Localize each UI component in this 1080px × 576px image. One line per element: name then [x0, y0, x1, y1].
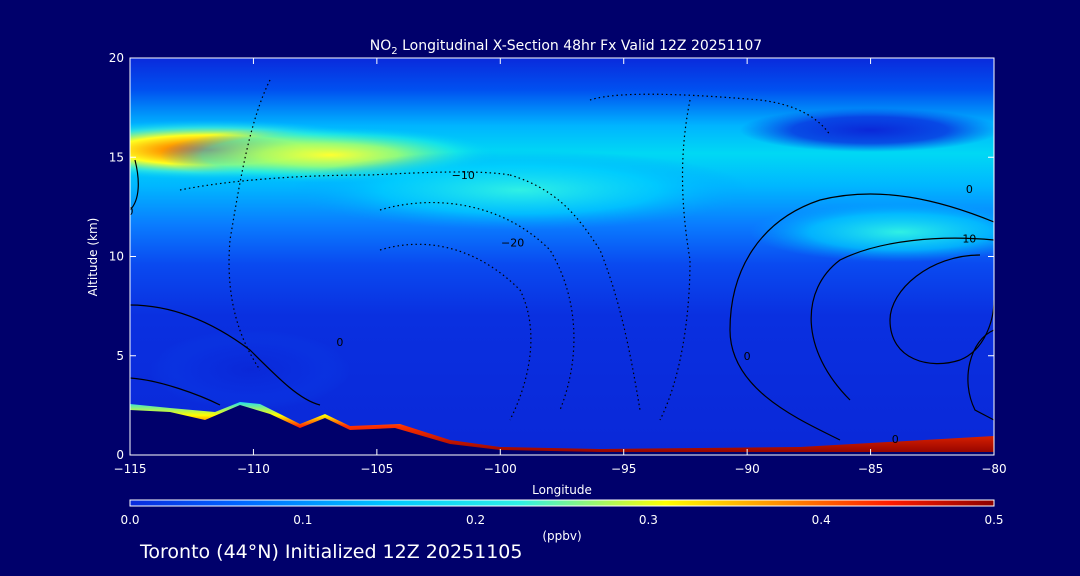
y-tick-label: 15	[109, 150, 124, 164]
contour-label: 0	[892, 433, 899, 446]
mid-dark-pocket	[150, 330, 350, 410]
contour-label: 10	[962, 233, 976, 246]
colorbar-tick-label: 0.1	[293, 513, 312, 527]
y-tick-label: 5	[116, 349, 124, 363]
dotted-contours	[179, 79, 831, 421]
upper-layer-central	[290, 150, 750, 230]
plot-area: −10 −20 0 10 0 0 0 0	[127, 58, 994, 455]
solid-contours	[130, 159, 994, 441]
contour-label: 0	[336, 336, 343, 349]
upper-layer-east	[750, 202, 994, 262]
colorbar-tick-label: 0.5	[984, 513, 1003, 527]
contour-label: −20	[501, 237, 524, 250]
x-tick-label: −85	[858, 462, 883, 476]
contour-label: −10	[452, 169, 475, 182]
y-tick-label: 10	[109, 250, 124, 264]
x-tick-label: −100	[484, 462, 517, 476]
colorbar-tick-label: 0.4	[812, 513, 831, 527]
contour-label: 0	[966, 183, 973, 196]
contour-label: 0	[127, 205, 134, 218]
chart-title: NO2 Longitudinal X-Section 48hr Fx Valid…	[370, 38, 762, 57]
colorbar-label: (ppbv)	[542, 529, 581, 543]
colorbar-tick-label: 0.0	[120, 513, 139, 527]
x-tick-label: −105	[360, 462, 393, 476]
colorbar-ticks: 0.0 0.1 0.2 0.3 0.4 0.5	[120, 513, 1003, 527]
x-tick-label: −90	[734, 462, 759, 476]
x-tick-label: −80	[981, 462, 1006, 476]
contour-labels: −10 −20 0 10 0 0 0 0	[127, 169, 976, 446]
colorbar-tick-label: 0.2	[466, 513, 485, 527]
contour-label: 0	[744, 350, 751, 363]
footer-caption: Toronto (44°N) Initialized 12Z 20251105	[140, 541, 523, 563]
colorbar-tick-label: 0.3	[639, 513, 658, 527]
upper-dark-pocket	[740, 108, 994, 152]
x-tick-label: −95	[611, 462, 636, 476]
x-axis-label: Longitude	[532, 483, 592, 497]
y-tick-label: 0	[116, 448, 124, 462]
terrain	[130, 405, 994, 455]
y-tick-label: 20	[109, 51, 124, 65]
y-axis: 0 5 10 15 20	[109, 51, 994, 462]
x-tick-label: −115	[114, 462, 147, 476]
x-axis: −115 −110 −105 −100 −95 −90 −85 −80	[114, 58, 1007, 476]
x-tick-label: −110	[237, 462, 270, 476]
y-axis-label: Altitude (km)	[86, 218, 100, 297]
colorbar	[129, 499, 995, 507]
